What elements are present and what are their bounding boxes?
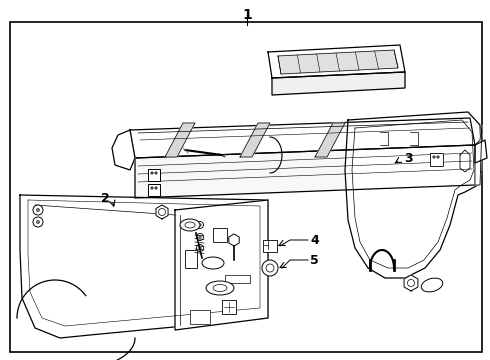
- Circle shape: [437, 156, 439, 158]
- Polygon shape: [135, 145, 475, 198]
- Bar: [263, 240, 277, 252]
- Bar: [225, 275, 250, 283]
- Ellipse shape: [206, 281, 234, 295]
- Circle shape: [36, 208, 40, 211]
- Ellipse shape: [266, 264, 274, 272]
- Polygon shape: [156, 205, 168, 219]
- Polygon shape: [345, 112, 482, 278]
- Ellipse shape: [185, 222, 195, 228]
- Polygon shape: [315, 123, 345, 157]
- Ellipse shape: [180, 219, 200, 231]
- Circle shape: [36, 220, 40, 224]
- Bar: [430, 153, 443, 166]
- Circle shape: [196, 221, 203, 229]
- Circle shape: [196, 244, 203, 252]
- Polygon shape: [112, 130, 135, 170]
- Circle shape: [199, 247, 201, 249]
- Polygon shape: [175, 200, 268, 330]
- Polygon shape: [130, 118, 475, 158]
- Polygon shape: [229, 234, 239, 246]
- Text: 2: 2: [100, 192, 109, 204]
- Circle shape: [196, 234, 203, 240]
- Text: 3: 3: [404, 152, 412, 165]
- Polygon shape: [475, 125, 482, 185]
- Circle shape: [33, 217, 43, 227]
- Circle shape: [433, 156, 435, 158]
- Circle shape: [408, 279, 415, 287]
- Bar: [148, 169, 160, 181]
- Circle shape: [199, 224, 201, 226]
- Ellipse shape: [421, 278, 443, 292]
- Circle shape: [33, 205, 43, 215]
- Bar: [190, 310, 210, 324]
- Ellipse shape: [262, 260, 278, 276]
- Ellipse shape: [202, 257, 224, 269]
- Polygon shape: [278, 50, 398, 74]
- Polygon shape: [240, 123, 270, 157]
- Text: 4: 4: [310, 234, 319, 247]
- Circle shape: [199, 236, 201, 238]
- Bar: [222, 300, 236, 314]
- Polygon shape: [404, 275, 418, 291]
- Polygon shape: [20, 195, 268, 338]
- Circle shape: [151, 172, 153, 174]
- Bar: [148, 184, 160, 196]
- Polygon shape: [272, 72, 405, 95]
- Circle shape: [155, 172, 157, 174]
- Bar: [213, 228, 227, 242]
- Polygon shape: [165, 123, 195, 157]
- Ellipse shape: [213, 284, 227, 292]
- Polygon shape: [475, 140, 487, 163]
- Polygon shape: [268, 45, 405, 78]
- Circle shape: [151, 187, 153, 189]
- Text: 1: 1: [242, 8, 252, 22]
- Circle shape: [155, 187, 157, 189]
- Text: 5: 5: [310, 253, 319, 266]
- Circle shape: [158, 208, 166, 216]
- Bar: [185, 250, 197, 268]
